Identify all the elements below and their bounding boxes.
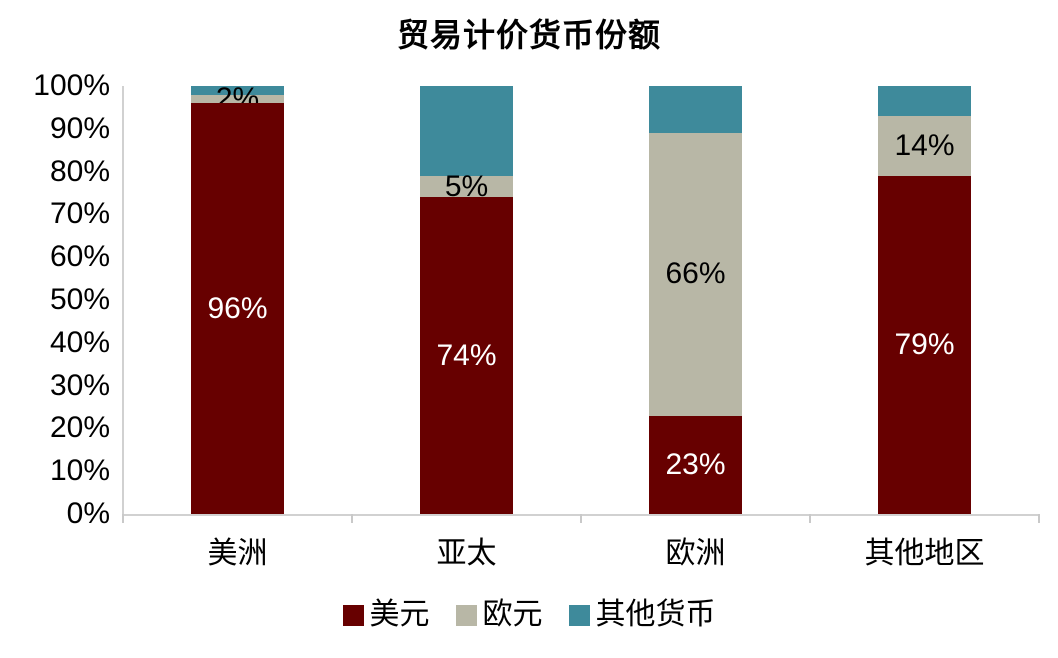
legend-label: 欧元 (482, 598, 543, 631)
x-category-label: 其他地区 (864, 537, 985, 570)
bar-segment-美元: 79% (878, 175, 971, 514)
bar-亚太: 74% 5% (420, 86, 513, 514)
bar-segment-其他货币 (878, 86, 971, 116)
legend-item-欧元: 欧元 (455, 598, 543, 632)
bar-segment-美元: 96% (191, 103, 284, 514)
bar-segment-欧元: 66% (649, 133, 742, 416)
x-category-label: 欧洲 (665, 537, 726, 570)
bar-segment-欧元: 2% (191, 83, 284, 113)
bar-其他地区: 79% 14% (878, 86, 971, 514)
bar-data-label: 5% (444, 169, 489, 203)
y-tick-label: 10% (49, 454, 110, 488)
bar-data-label: 96% (207, 291, 268, 325)
x-axis-tick (1038, 514, 1040, 523)
y-tick-label: 100% (33, 69, 110, 102)
x-axis-tick (809, 514, 811, 523)
bar-data-label: 14% (894, 128, 955, 162)
bar-美洲: 96% 2% (191, 83, 284, 514)
y-tick-label: 30% (49, 368, 110, 402)
y-tick-label: 60% (49, 240, 110, 274)
y-tick-label: 70% (49, 197, 110, 231)
legend-item-其他货币: 其他货币 (568, 598, 716, 632)
bar-segment-其他货币 (191, 86, 284, 95)
legend-label: 其他货币 (595, 598, 716, 631)
y-tick-label: 50% (49, 283, 110, 316)
bar-data-label: 23% (665, 447, 726, 481)
legend-marker (455, 604, 477, 626)
y-axis-line (122, 86, 124, 523)
y-tick-label: 20% (49, 411, 110, 445)
legend: 美元 欧元 其他货币 (0, 598, 1058, 632)
bar-欧洲: 23% 66% (649, 86, 742, 514)
legend-item-美元: 美元 (342, 598, 430, 632)
y-tick-label: 0% (66, 497, 110, 530)
legend-label: 美元 (369, 598, 430, 631)
bar-segment-美元: 23% (649, 415, 742, 514)
bar-segment-欧元: 5% (420, 171, 513, 201)
x-axis-tick (351, 514, 353, 523)
x-axis-tick (122, 514, 124, 523)
bar-data-label: 66% (665, 257, 726, 291)
bar-segment-美元: 74% (420, 197, 513, 514)
y-tick-label: 80% (49, 154, 110, 188)
x-category-label: 美洲 (207, 537, 268, 570)
y-tick-label: 40% (49, 325, 110, 359)
bar-data-label: 79% (894, 327, 955, 361)
legend-marker (568, 604, 590, 626)
bar-segment-其他货币 (420, 86, 513, 176)
x-axis-tick (580, 514, 582, 523)
y-tick-label: 90% (49, 111, 110, 145)
x-category-label: 亚太 (436, 537, 497, 570)
bar-segment-其他货币 (649, 86, 742, 134)
legend-marker (342, 604, 364, 626)
bar-data-label: 74% (436, 338, 497, 372)
chart-title: 贸易计价货币份额 (396, 17, 661, 53)
bar-segment-欧元: 14% (878, 115, 971, 176)
